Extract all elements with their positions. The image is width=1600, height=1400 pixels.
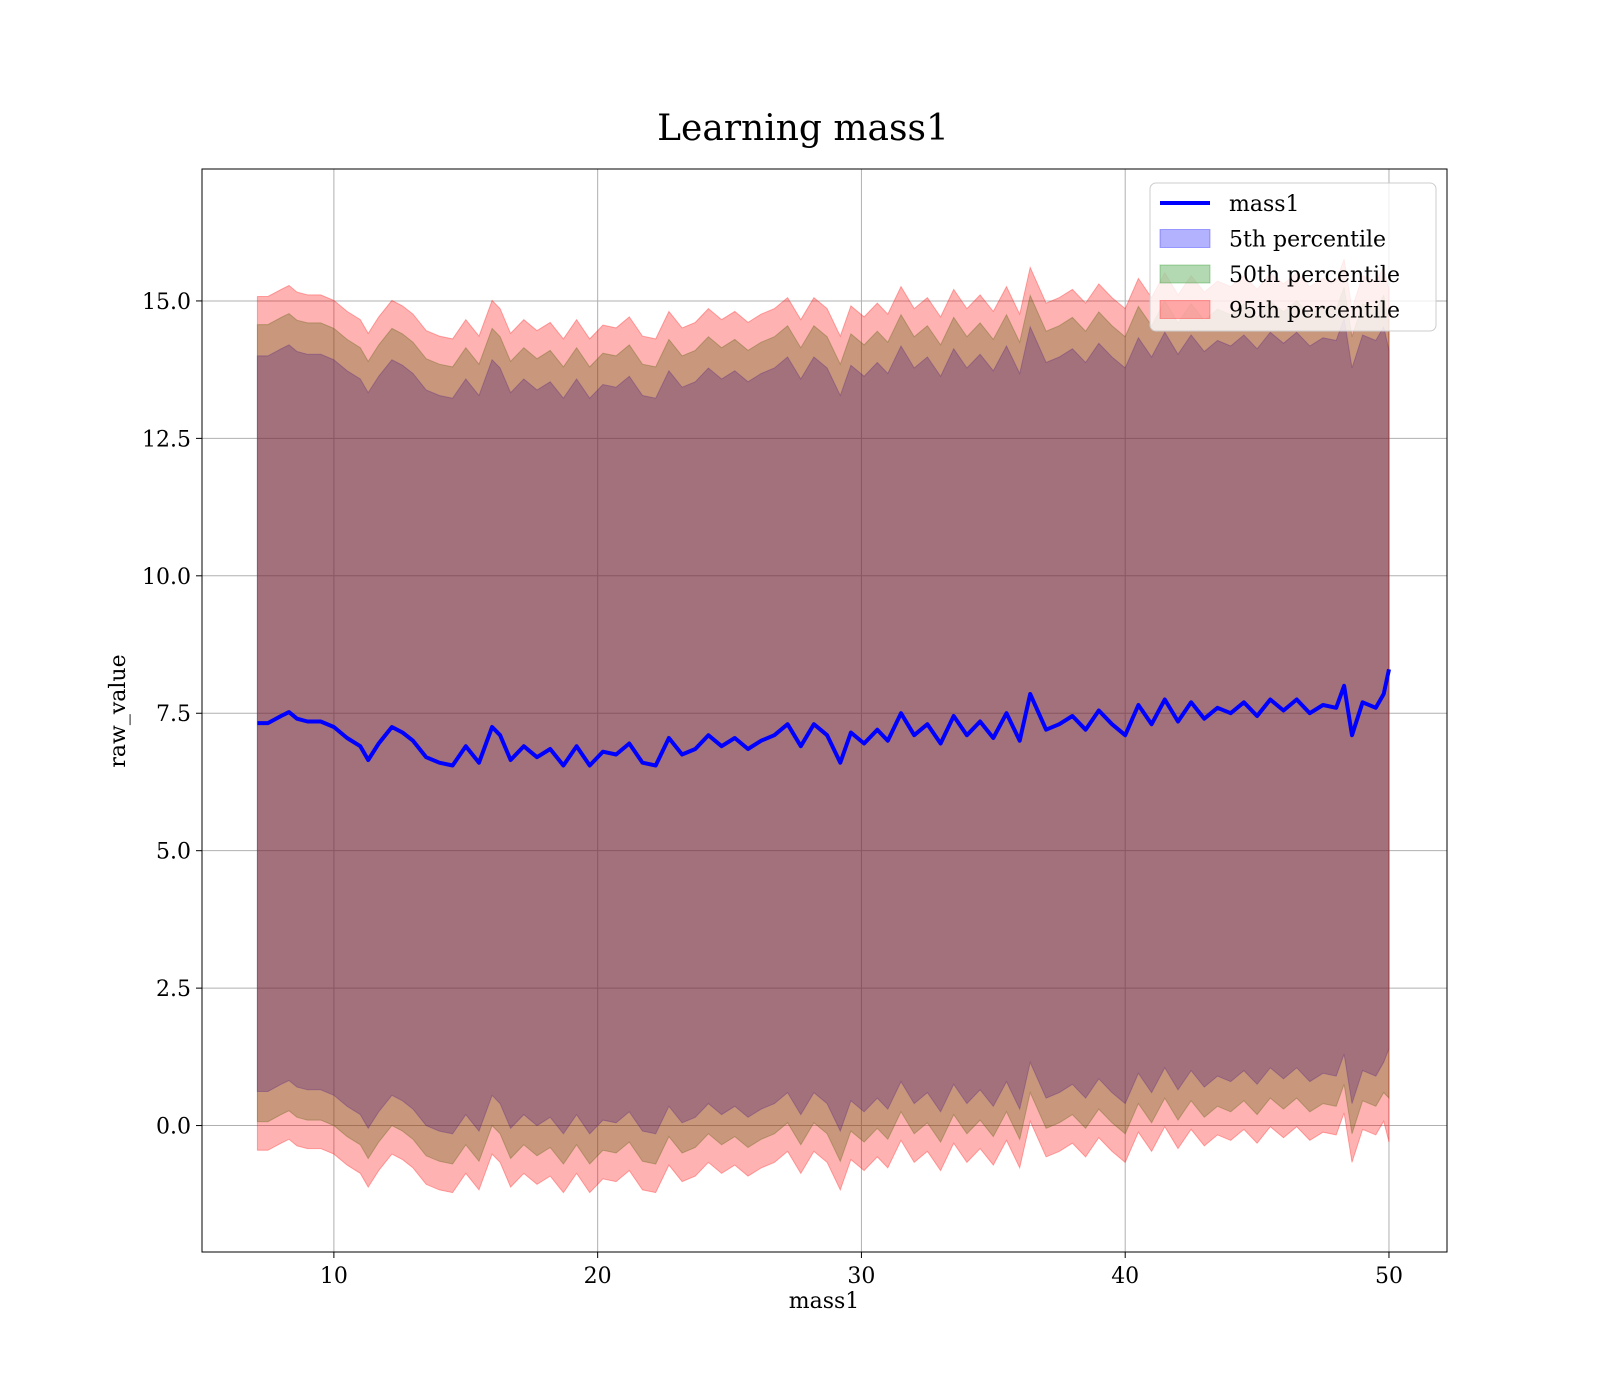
y-tick-label: 12.5 <box>142 427 191 452</box>
y-tick-label: 0.0 <box>156 1115 191 1140</box>
legend-box <box>1149 182 1437 332</box>
y-tick-label: 5.0 <box>156 840 191 865</box>
x-tick-label: 20 <box>584 1264 612 1289</box>
grid-lines <box>202 169 1447 1252</box>
legend-label: mass1 <box>1229 192 1300 217</box>
y-tick-label: 2.5 <box>156 977 191 1002</box>
band-95th-percentile <box>256 259 1390 1194</box>
legend: mass1 5th percentile 50th percentile 95th p… <box>1149 182 1437 332</box>
band-5th-percentile <box>256 318 1390 1135</box>
y-tick-label: 10.0 <box>142 565 191 590</box>
y-axis-ticks: 0.0 2.5 5.0 7.5 10.0 12.5 15.0 <box>142 290 202 1140</box>
legend-swatch-band <box>1159 264 1211 284</box>
legend-label: 50th percentile <box>1229 263 1400 288</box>
y-axis-label: raw_value <box>106 654 131 767</box>
legend-items: mass1 5th percentile 50th percentile 95th p… <box>1159 192 1400 324</box>
y-tick-label: 15.0 <box>142 290 191 315</box>
x-tick-label: 10 <box>320 1264 348 1289</box>
x-tick-label: 40 <box>1111 1264 1139 1289</box>
legend-swatch-band <box>1159 229 1211 248</box>
y-tick-label: 7.5 <box>156 702 191 727</box>
percentile-bands <box>256 259 1390 1194</box>
x-tick-label: 30 <box>847 1264 875 1289</box>
series-lines <box>257 668 1391 768</box>
x-tick-label: 50 <box>1375 1264 1403 1289</box>
x-axis-ticks: 10 20 30 40 50 <box>320 1252 1403 1289</box>
legend-label: 95th percentile <box>1229 299 1400 324</box>
band-50th-percentile <box>256 287 1390 1165</box>
legend-label: 5th percentile <box>1229 228 1386 253</box>
plot-frame <box>201 168 1448 1253</box>
series-line-mass1 <box>257 668 1391 768</box>
x-axis-label: mass1 <box>789 1289 860 1314</box>
chart-title: Learning mass1 <box>657 108 949 149</box>
legend-swatch-band <box>1159 300 1211 319</box>
